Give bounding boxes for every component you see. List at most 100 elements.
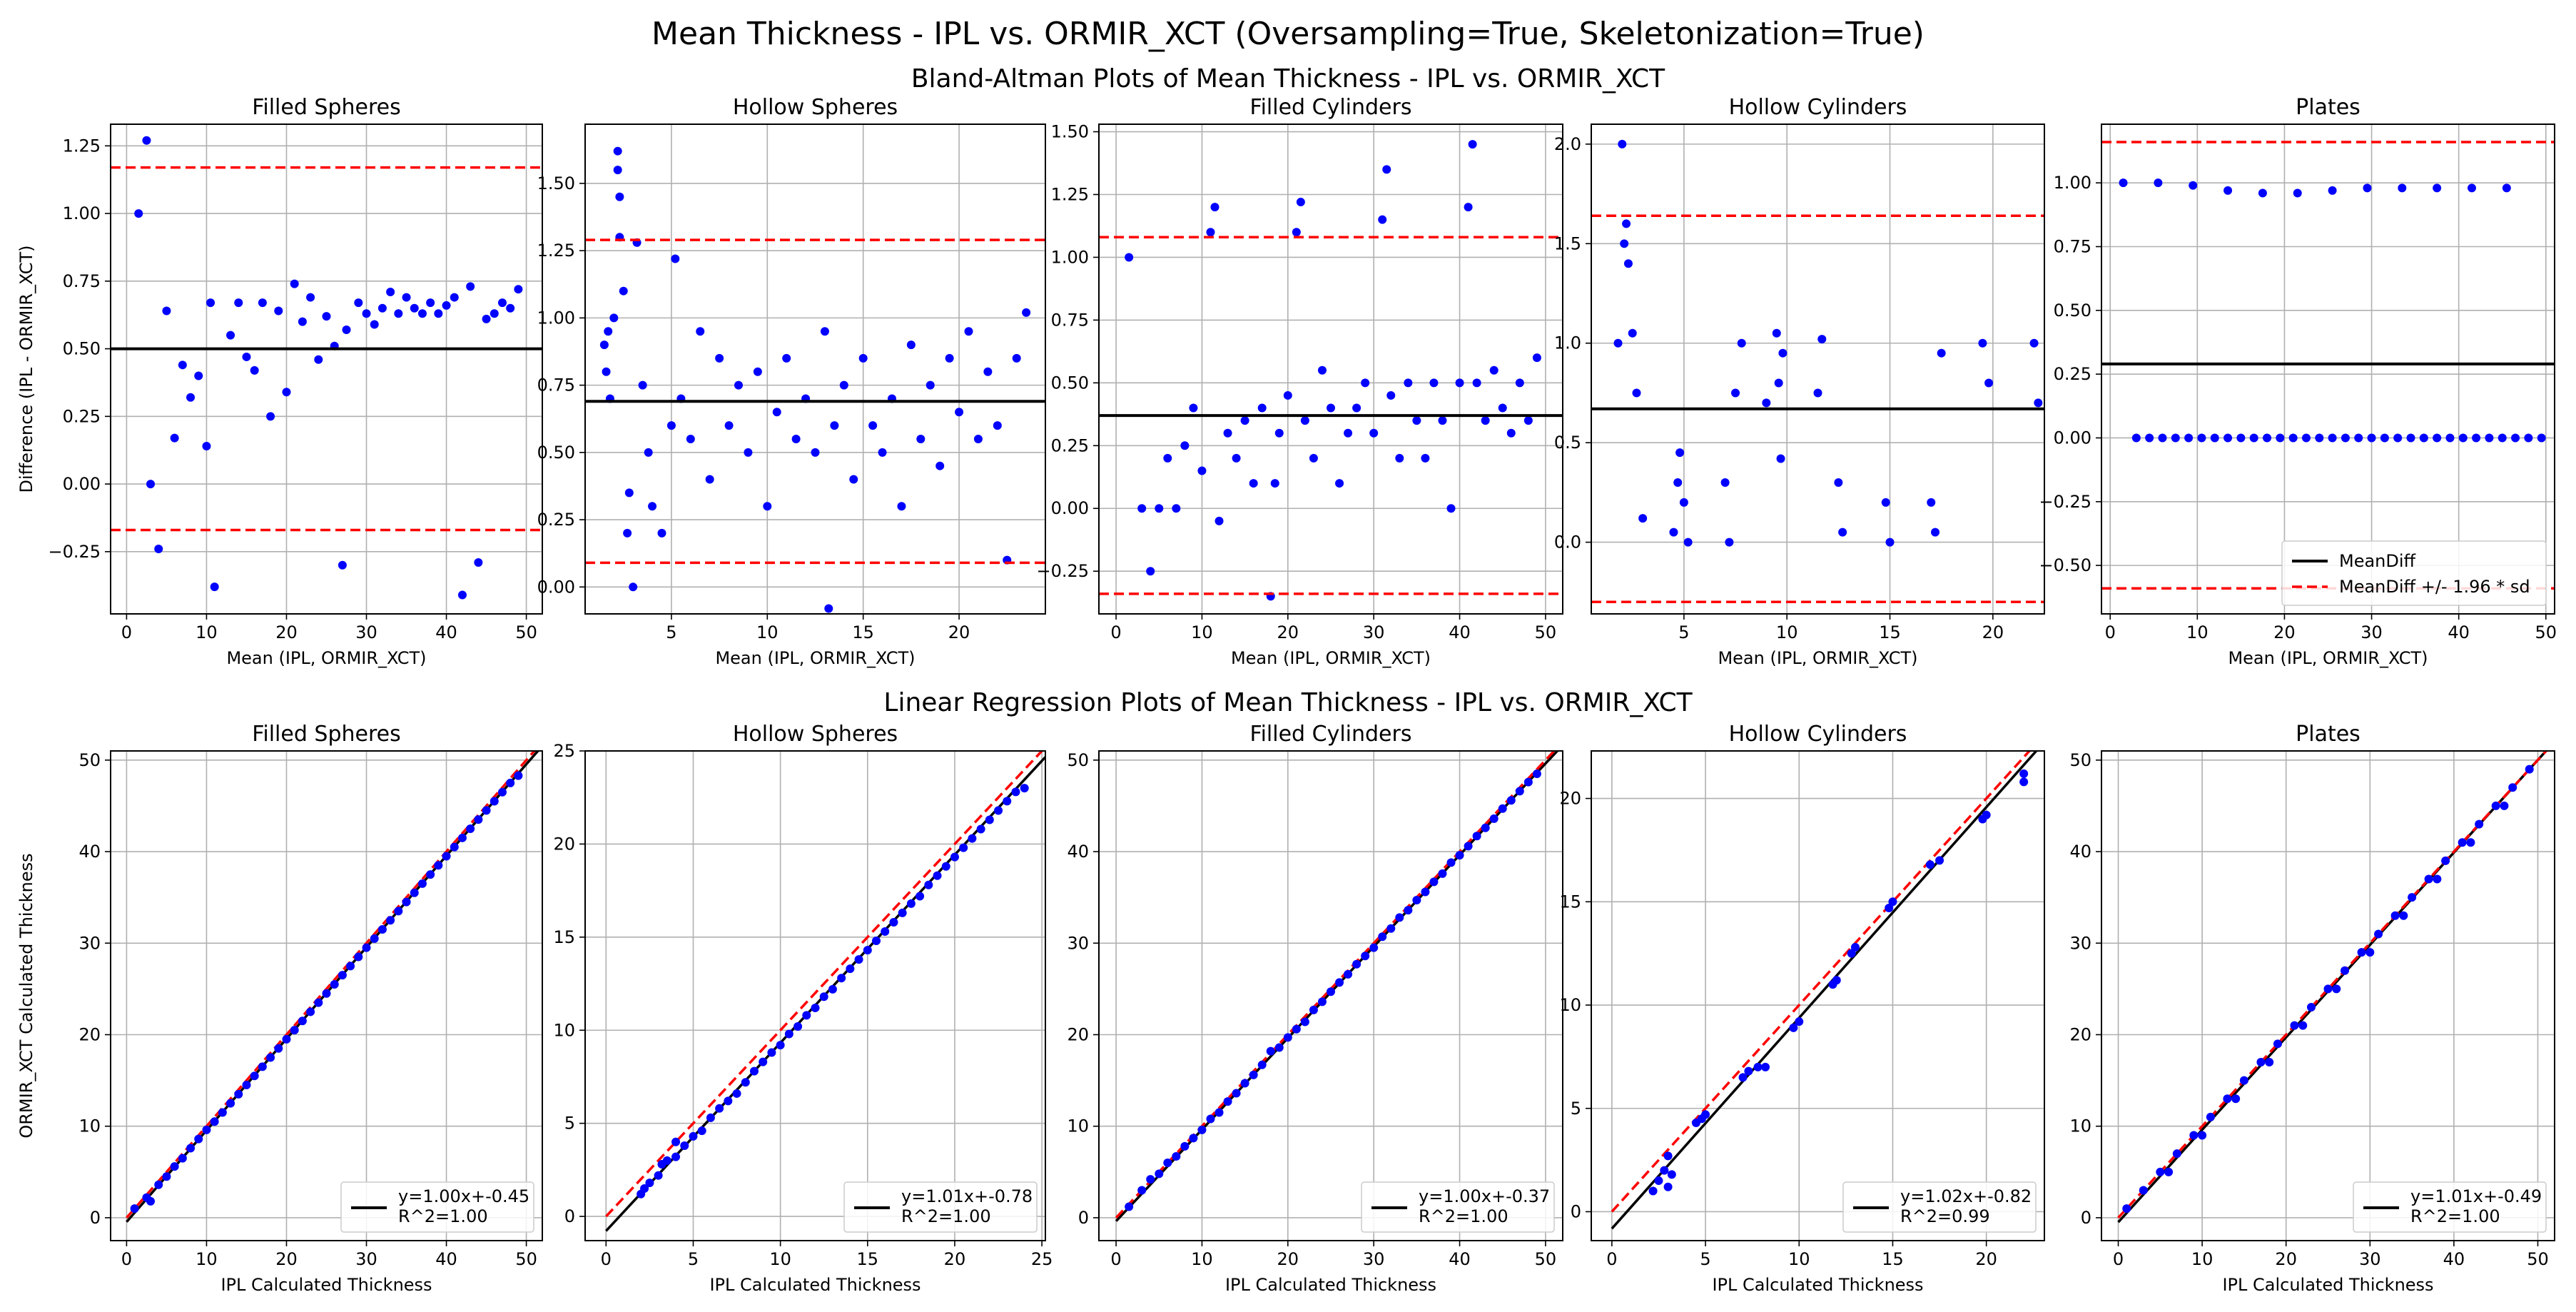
data-point bbox=[1155, 1169, 1164, 1179]
data-point bbox=[1189, 1134, 1198, 1143]
data-point bbox=[2019, 777, 2029, 787]
data-point bbox=[274, 1044, 283, 1053]
data-point bbox=[2445, 433, 2455, 443]
data-point bbox=[1232, 1089, 1241, 1098]
data-point bbox=[1472, 832, 1481, 841]
y-tick-label: 15 bbox=[1559, 892, 1581, 912]
data-point bbox=[170, 433, 179, 443]
data-point bbox=[330, 979, 339, 989]
data-point bbox=[1395, 453, 1404, 463]
data-point bbox=[2236, 433, 2246, 443]
x-tick-label: 10 bbox=[2191, 1249, 2214, 1269]
data-point bbox=[506, 303, 515, 313]
data-point bbox=[130, 1204, 139, 1213]
data-point bbox=[226, 330, 235, 340]
data-point bbox=[2498, 433, 2507, 443]
data-point bbox=[482, 314, 491, 323]
data-point bbox=[1489, 365, 1499, 375]
data-point bbox=[186, 1144, 196, 1153]
x-tick-label: 5 bbox=[1678, 622, 1689, 642]
subplot-title: Hollow Cylinders bbox=[1729, 95, 1907, 120]
data-point bbox=[1172, 1152, 1181, 1161]
data-point bbox=[2380, 433, 2389, 443]
subplot-title: Plates bbox=[2296, 95, 2361, 120]
data-point bbox=[613, 146, 622, 156]
data-point bbox=[2467, 183, 2476, 193]
data-point bbox=[234, 1089, 243, 1099]
data-point bbox=[2399, 911, 2408, 920]
x-tick-label: 10 bbox=[756, 622, 779, 642]
data-point bbox=[2341, 433, 2350, 443]
data-point bbox=[1881, 498, 1890, 507]
y-tick-label: 40 bbox=[2069, 842, 2091, 862]
data-point bbox=[1223, 428, 1232, 438]
axes-frame bbox=[110, 123, 543, 615]
data-point bbox=[906, 340, 916, 350]
y-tick-label: 20 bbox=[1067, 1024, 1089, 1044]
y-tick-label: 0.25 bbox=[63, 406, 101, 426]
data-point bbox=[1669, 528, 1678, 537]
data-point bbox=[2500, 801, 2509, 810]
data-point bbox=[1421, 887, 1430, 897]
data-point bbox=[274, 306, 283, 316]
data-point bbox=[186, 393, 196, 402]
x-tick-label: 10 bbox=[196, 1249, 218, 1269]
data-point bbox=[1789, 1023, 1798, 1032]
data-point bbox=[1249, 479, 1258, 488]
x-tick-label: 30 bbox=[1363, 622, 1385, 642]
data-point bbox=[1429, 378, 1439, 388]
x-tick-label: 30 bbox=[355, 1249, 377, 1269]
data-point bbox=[1720, 478, 1730, 487]
data-point bbox=[170, 1162, 179, 1171]
data-point bbox=[338, 971, 347, 980]
data-point bbox=[1455, 851, 1464, 860]
x-axis-label: IPL Calculated Thickness bbox=[709, 1275, 921, 1295]
data-point bbox=[1344, 969, 1353, 979]
y-tick-label: 10 bbox=[1559, 995, 1581, 1015]
data-point bbox=[763, 502, 772, 511]
data-point bbox=[154, 1180, 163, 1189]
data-point bbox=[450, 842, 459, 852]
data-point bbox=[772, 408, 781, 417]
x-tick-label: 0 bbox=[1606, 1249, 1617, 1269]
data-point bbox=[258, 298, 267, 308]
y-tick-label: 15 bbox=[553, 927, 575, 947]
data-point bbox=[1163, 1159, 1172, 1168]
data-point bbox=[290, 279, 299, 288]
data-point bbox=[1498, 804, 1507, 813]
y-tick-label: 20 bbox=[2069, 1024, 2091, 1044]
data-point bbox=[2029, 338, 2039, 348]
data-point bbox=[1667, 1170, 1676, 1179]
x-tick-label: 20 bbox=[1982, 622, 2004, 642]
data-point bbox=[1335, 978, 1344, 987]
y-tick-label: 1.5 bbox=[1554, 233, 1581, 253]
data-point bbox=[1240, 1079, 1249, 1088]
data-point bbox=[898, 908, 907, 917]
x-tick-label: 50 bbox=[515, 622, 537, 642]
data-point bbox=[1982, 810, 1991, 819]
y-tick-label: 1.00 bbox=[63, 203, 101, 223]
data-point bbox=[1847, 949, 1856, 958]
data-point bbox=[434, 309, 443, 318]
data-point bbox=[1292, 1024, 1301, 1034]
legend-label-fit: y=1.01x+-0.78 R^2=1.00 bbox=[901, 1186, 1033, 1226]
data-point bbox=[2223, 1094, 2232, 1104]
data-point bbox=[1472, 378, 1481, 388]
data-point bbox=[1020, 784, 1029, 793]
data-point bbox=[623, 528, 632, 538]
data-point bbox=[878, 448, 887, 457]
data-point bbox=[514, 285, 523, 294]
data-point bbox=[985, 815, 994, 824]
data-point bbox=[824, 604, 833, 613]
regression-row-title: Linear Regression Plots of Mean Thicknes… bbox=[883, 688, 1693, 717]
data-point bbox=[1937, 348, 1946, 358]
x-tick-label: 5 bbox=[688, 1249, 699, 1269]
data-point bbox=[1628, 328, 1637, 338]
subplot-title: Filled Spheres bbox=[252, 722, 400, 747]
data-point bbox=[2122, 1204, 2131, 1213]
data-point bbox=[615, 192, 624, 201]
data-point bbox=[993, 421, 1002, 430]
y-tick-label: 2.0 bbox=[1554, 134, 1581, 154]
axes-frame bbox=[2101, 123, 2555, 615]
data-point bbox=[2357, 948, 2366, 957]
